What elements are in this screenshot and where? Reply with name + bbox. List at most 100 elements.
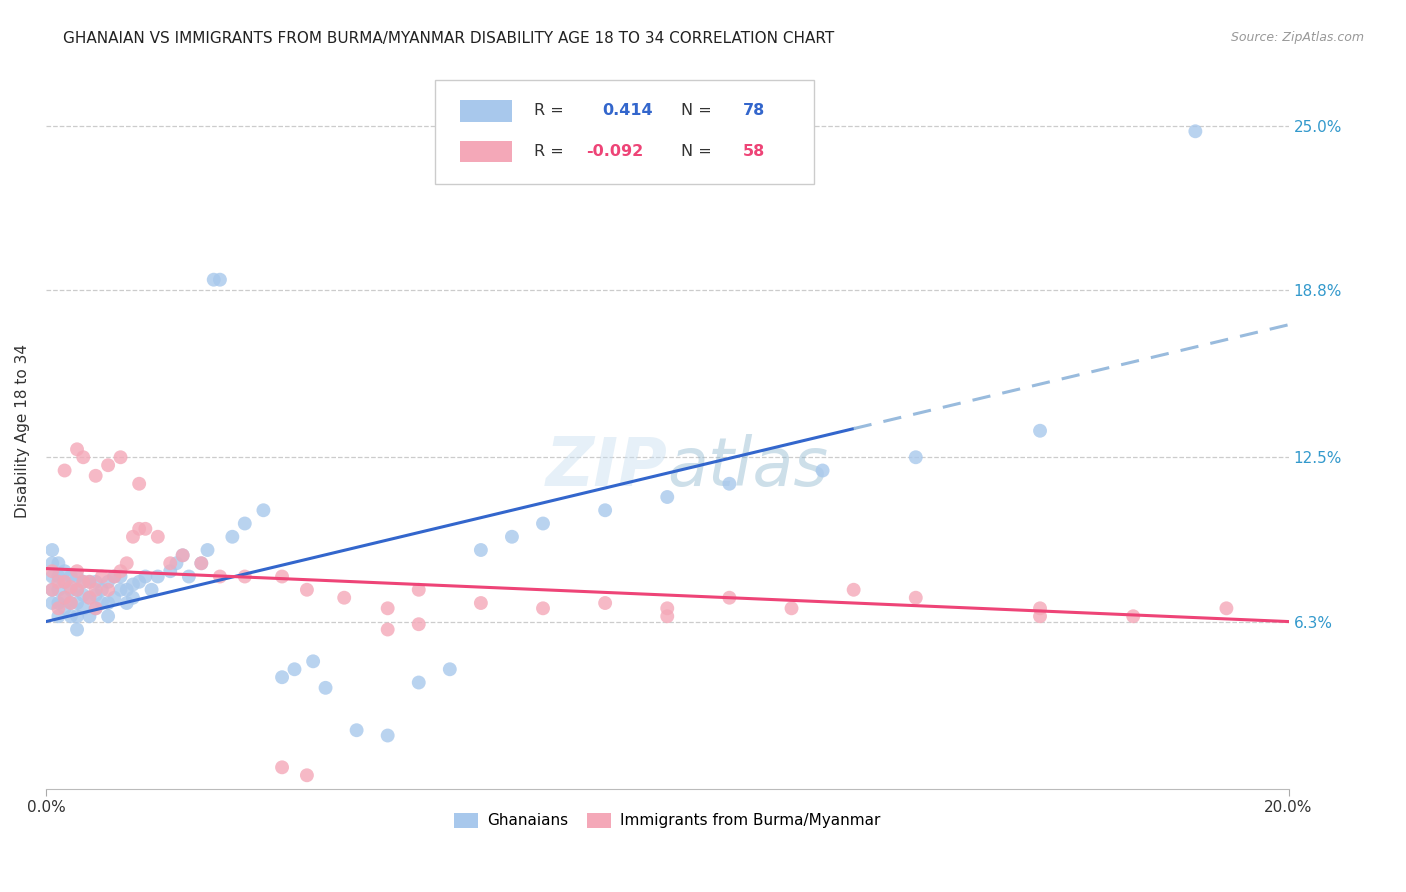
Point	[41, 582, 63, 597]
Point	[146, 530, 169, 544]
Text: atlas: atlas	[668, 434, 828, 500]
Point	[208, 273, 231, 287]
Point	[59, 582, 82, 597]
Text: -0.092: -0.092	[586, 145, 644, 159]
Point	[439, 662, 461, 676]
Point	[90, 582, 112, 597]
FancyBboxPatch shape	[460, 141, 512, 162]
Point	[208, 569, 231, 583]
Point	[128, 574, 150, 589]
Point	[252, 503, 274, 517]
Point	[53, 574, 76, 589]
Point	[84, 582, 107, 597]
Point	[115, 582, 138, 597]
Point	[1184, 124, 1206, 138]
Point	[110, 450, 132, 465]
Point	[48, 556, 70, 570]
Point	[346, 723, 368, 738]
Point	[72, 450, 94, 465]
Point	[377, 623, 399, 637]
Point	[41, 543, 63, 558]
Point	[84, 588, 107, 602]
Text: N =: N =	[681, 145, 717, 159]
Text: N =: N =	[681, 103, 717, 119]
Point	[103, 569, 125, 583]
Point	[122, 577, 145, 591]
Point	[97, 596, 120, 610]
Point	[1029, 424, 1052, 438]
Point	[842, 582, 865, 597]
Point	[271, 670, 294, 684]
Point	[657, 601, 679, 615]
Point	[79, 591, 101, 605]
Point	[48, 582, 70, 597]
Point	[115, 596, 138, 610]
Point	[233, 516, 256, 531]
Point	[593, 503, 616, 517]
Point	[53, 564, 76, 578]
Point	[97, 574, 120, 589]
Text: ZIP: ZIP	[546, 434, 668, 500]
Point	[59, 596, 82, 610]
Point	[134, 569, 156, 583]
Point	[48, 596, 70, 610]
Point	[271, 760, 294, 774]
Text: R =: R =	[534, 145, 569, 159]
Point	[72, 588, 94, 602]
Point	[48, 569, 70, 583]
Point	[146, 569, 169, 583]
Point	[172, 549, 194, 563]
Y-axis label: Disability Age 18 to 34: Disability Age 18 to 34	[15, 343, 30, 517]
Point	[110, 564, 132, 578]
Point	[302, 654, 325, 668]
Point	[408, 617, 430, 632]
Point	[1029, 609, 1052, 624]
Point	[190, 556, 212, 570]
Point	[159, 564, 181, 578]
Point	[177, 569, 200, 583]
Point	[48, 609, 70, 624]
Text: 0.414: 0.414	[603, 103, 654, 119]
Point	[718, 591, 741, 605]
Point	[59, 580, 82, 594]
Point	[593, 596, 616, 610]
Point	[66, 582, 89, 597]
Point	[115, 556, 138, 570]
Point	[79, 574, 101, 589]
Point	[904, 450, 927, 465]
Point	[72, 574, 94, 589]
Point	[59, 596, 82, 610]
Point	[90, 596, 112, 610]
Point	[84, 574, 107, 589]
Point	[283, 662, 305, 676]
Point	[221, 530, 243, 544]
Point	[190, 556, 212, 570]
Point	[470, 596, 492, 610]
Point	[377, 601, 399, 615]
Point	[66, 623, 89, 637]
Point	[53, 463, 76, 477]
Point	[315, 681, 337, 695]
Point	[84, 601, 107, 615]
Point	[103, 591, 125, 605]
Point	[79, 609, 101, 624]
Point	[172, 549, 194, 563]
Point	[66, 442, 89, 457]
Point	[97, 582, 120, 597]
Point	[103, 569, 125, 583]
Point	[780, 601, 803, 615]
Point	[657, 609, 679, 624]
Point	[97, 609, 120, 624]
Point	[41, 582, 63, 597]
Text: Source: ZipAtlas.com: Source: ZipAtlas.com	[1230, 31, 1364, 45]
Point	[97, 458, 120, 473]
Point	[165, 556, 187, 570]
Point	[41, 564, 63, 578]
Point	[271, 569, 294, 583]
Point	[84, 468, 107, 483]
Point	[59, 609, 82, 624]
Legend: Ghanaians, Immigrants from Burma/Myanmar: Ghanaians, Immigrants from Burma/Myanmar	[447, 806, 887, 835]
Point	[408, 675, 430, 690]
Point	[197, 543, 219, 558]
Point	[1215, 601, 1237, 615]
